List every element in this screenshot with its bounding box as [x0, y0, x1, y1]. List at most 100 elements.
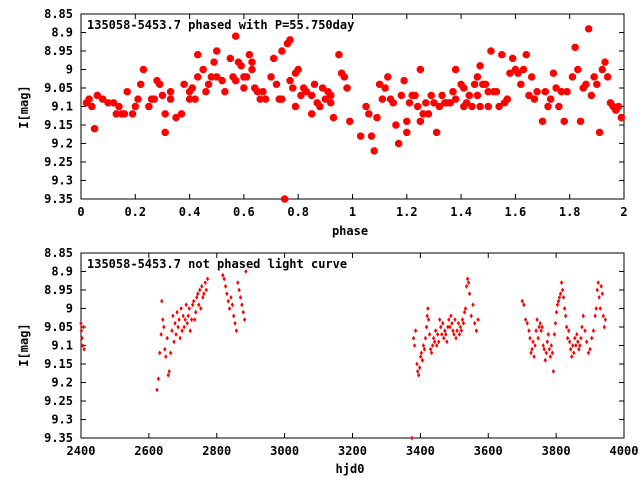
unphased-data-point — [596, 280, 600, 285]
unphased-data-point — [156, 376, 161, 382]
phased-data-point — [131, 102, 139, 111]
unphased-data-point — [525, 320, 529, 326]
phased-data-point — [278, 95, 286, 103]
phased-data-point — [465, 91, 473, 99]
unphased-data-point — [555, 302, 560, 308]
phased-light-curve-panel: 135058-5453.7 phased with P=55.750day ph… — [17, 7, 628, 238]
unphased-data-point — [523, 317, 528, 322]
unphased-data-point — [232, 313, 236, 319]
unphased-data-point — [541, 343, 545, 348]
unphased-data-point — [570, 354, 574, 359]
unphased-data-point — [227, 306, 232, 311]
unphased-data-point — [425, 313, 429, 319]
unphased-data-point — [427, 332, 432, 337]
unphased-data-point — [242, 317, 247, 322]
unphased-data-point — [234, 328, 239, 334]
phased-data-point — [327, 99, 335, 107]
phased-data-point — [167, 88, 175, 96]
phased-data-point — [362, 102, 370, 111]
phased-data-point — [226, 54, 234, 63]
phased-data-point — [129, 110, 137, 118]
unphased-data-point — [226, 298, 230, 304]
unphased-data-point — [575, 332, 579, 337]
phased-y-tick-label: 9.35 — [44, 192, 73, 206]
unphased-x-tick-label: 2600 — [134, 444, 163, 458]
unphased-y-tick-label: 9.2 — [51, 376, 73, 390]
unphased-data-point — [201, 295, 205, 300]
phased-data-point — [210, 58, 218, 66]
unphased-data-point — [455, 328, 459, 334]
unphased-data-point — [203, 280, 207, 285]
phased-data-point — [582, 80, 590, 88]
unphased-plot-title: 135058-5453.7 not phased light curve — [87, 257, 347, 271]
unphased-data-point — [572, 350, 576, 356]
unphased-data-point — [534, 328, 538, 334]
phased-data-point — [278, 47, 286, 55]
unphased-data-point — [433, 328, 438, 334]
phased-data-point — [221, 88, 229, 96]
unphased-y-tick-label: 9.3 — [51, 413, 73, 427]
phased-data-point — [519, 65, 528, 74]
phased-data-point — [498, 51, 506, 59]
unphased-data-point — [559, 280, 564, 285]
phased-data-point — [343, 84, 351, 92]
phased-data-point — [392, 121, 400, 129]
phased-data-point — [403, 128, 411, 136]
unphased-data-point — [449, 313, 453, 319]
unphased-data-point — [423, 335, 428, 341]
unphased-data-point — [199, 306, 203, 311]
phased-plot-x-axis-label: phase — [332, 224, 368, 238]
phased-x-tick-label: 1 — [349, 205, 356, 219]
unphased-data-point — [571, 343, 575, 348]
unphased-data-point — [181, 313, 185, 319]
phased-data-point — [161, 110, 169, 118]
phased-data-point — [232, 77, 240, 85]
unphased-data-point — [531, 339, 535, 345]
unphased-data-point — [538, 320, 542, 326]
phased-data-point — [451, 95, 460, 103]
unphased-data-point — [453, 317, 457, 322]
unphased-data-point — [176, 324, 180, 330]
unphased-data-point — [237, 287, 241, 293]
phased-data-point — [329, 114, 338, 122]
unphased-data-point — [465, 276, 470, 282]
unphased-data-point — [81, 343, 85, 348]
phased-data-point — [460, 84, 468, 92]
unphased-data-point — [567, 328, 571, 334]
phased-data-point — [191, 95, 199, 103]
unphased-data-point — [456, 320, 461, 326]
unphased-data-point — [197, 302, 201, 308]
unphased-data-point — [472, 320, 477, 326]
phased-y-tick-label: 8.95 — [44, 44, 73, 58]
unphased-data-point — [580, 324, 584, 330]
phased-data-point — [525, 91, 533, 99]
phased-data-point — [199, 65, 207, 74]
phased-data-point — [427, 91, 435, 99]
phased-data-point — [161, 128, 169, 136]
phased-data-point — [139, 65, 148, 74]
unphased-x-tick-label: 2400 — [67, 444, 96, 458]
phased-data-point — [346, 117, 354, 125]
unphased-data-point — [240, 302, 244, 308]
phased-data-point — [530, 95, 539, 103]
phased-data-point — [237, 62, 245, 70]
phased-data-point — [484, 102, 492, 111]
unphased-data-point — [426, 317, 431, 322]
phased-data-point — [470, 80, 479, 88]
phased-data-point — [397, 91, 406, 99]
unphased-data-point — [533, 343, 537, 348]
unphased-data-point — [586, 350, 591, 356]
phased-data-point — [156, 80, 164, 88]
phased-data-point — [468, 102, 476, 111]
unphased-data-point — [175, 309, 179, 315]
phased-data-point — [202, 88, 210, 96]
unphased-data-point — [418, 365, 422, 371]
unphased-data-point — [438, 317, 442, 322]
unphased-data-point — [436, 332, 440, 337]
phased-data-point — [563, 88, 571, 96]
unphased-data-point — [588, 346, 592, 352]
unphased-y-tick-label: 9.15 — [44, 357, 73, 371]
unphased-x-tick-label: 3800 — [542, 444, 571, 458]
unphased-data-point — [474, 328, 479, 334]
unphased-data-point — [163, 346, 167, 352]
